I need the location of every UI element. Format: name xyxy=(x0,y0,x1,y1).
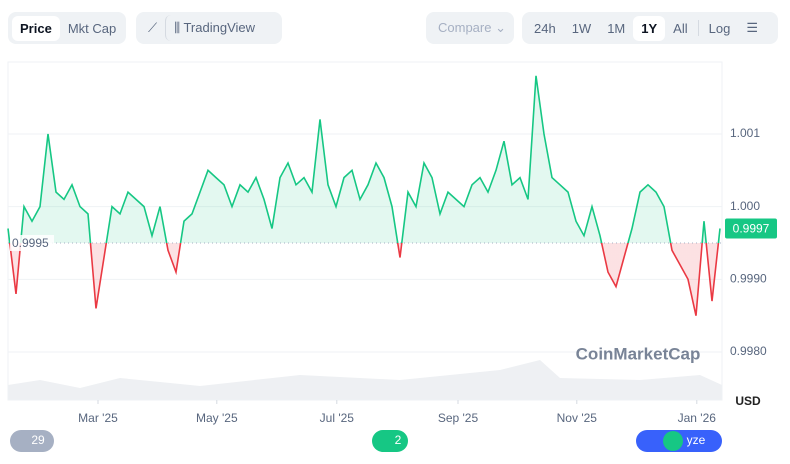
range-button[interactable]: 24h xyxy=(534,20,556,36)
compare-button[interactable]: Compare ⌄ xyxy=(438,20,506,35)
analyze-icon xyxy=(663,431,683,451)
compare-label: Compare xyxy=(438,20,492,35)
price-button[interactable]: Price xyxy=(12,15,60,41)
price-line xyxy=(7,75,721,316)
range-button[interactable]: All xyxy=(673,20,688,36)
chart-style: ⟋ ⫼ TradingView xyxy=(136,12,282,44)
watermark: CoinMarketCap xyxy=(576,344,701,363)
baseline-label: 0.9995 xyxy=(12,236,49,250)
currency: USD xyxy=(735,394,761,408)
notes-badge[interactable] xyxy=(372,430,408,452)
range-button[interactable]: 1Y xyxy=(633,15,666,41)
range-toggle: 24h 1W 1M 1Y All Log ☰ xyxy=(522,12,778,44)
price-tag-label: 0.9997 xyxy=(733,222,770,236)
line-button[interactable]: ⟋ xyxy=(148,20,158,35)
x-tick-label: Jul '25 xyxy=(320,411,355,425)
range-button[interactable]: 1M xyxy=(607,20,626,36)
y-tick-label: 1.001 xyxy=(730,126,760,140)
mktcap-button[interactable]: Mkt Cap xyxy=(67,20,117,36)
x-tick-label: Nov '25 xyxy=(557,411,598,425)
notes-count: 2 xyxy=(395,433,402,447)
price-tag xyxy=(725,218,777,239)
baseline-label-bg xyxy=(10,234,54,251)
price-area xyxy=(8,75,720,316)
analyze-label: yze xyxy=(687,433,706,447)
compare: Compare ⌄ xyxy=(426,12,514,44)
price-toggle: Price Mkt Cap xyxy=(8,12,126,44)
y-tick-label: 0.9980 xyxy=(730,344,767,358)
settings-button[interactable]: ☰ xyxy=(746,20,758,35)
tradingview-label: TradingView xyxy=(183,20,256,35)
y-tick-label: 0.9990 xyxy=(730,272,767,286)
log-button[interactable]: Log xyxy=(708,20,731,36)
y-tick-label: 1.000 xyxy=(730,199,760,213)
history-count: 29 xyxy=(31,433,45,447)
separator xyxy=(697,20,699,36)
range-button[interactable]: 1W xyxy=(571,20,592,36)
x-tick-label: May '25 xyxy=(196,411,238,425)
x-tick-label: Mar '25 xyxy=(78,411,118,425)
volume-area xyxy=(8,360,722,400)
history-badge[interactable] xyxy=(10,430,54,452)
x-tick-label: Sep '25 xyxy=(438,411,479,425)
tradingview-button[interactable]: ⫼ TradingView xyxy=(165,15,263,41)
x-tick-label: Jan '26 xyxy=(678,411,717,425)
